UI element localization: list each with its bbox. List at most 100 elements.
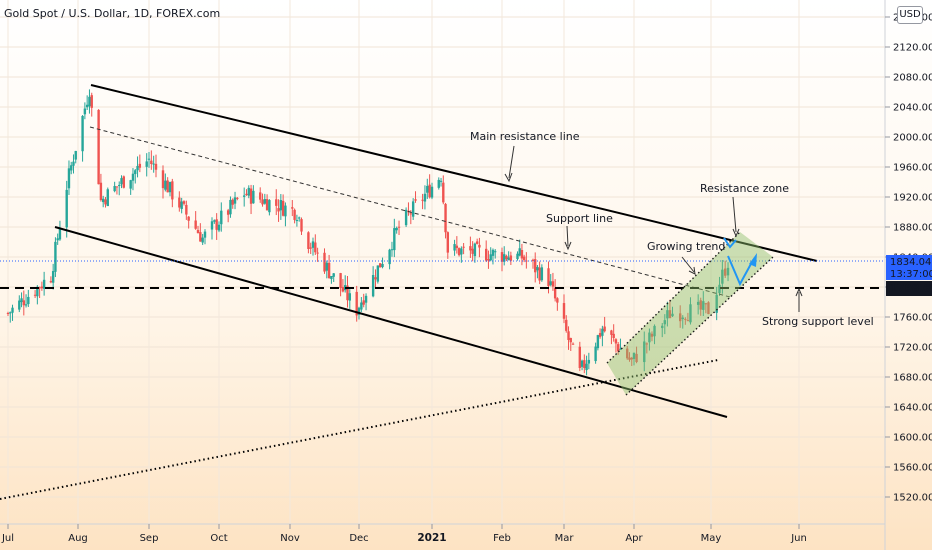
candle-body: [650, 333, 654, 337]
candle-body: [327, 262, 331, 279]
candle-body: [11, 307, 14, 313]
candle-body: [147, 158, 151, 160]
candle-body: [478, 244, 481, 248]
candle-body: [626, 348, 629, 359]
candle-body: [598, 333, 602, 337]
candle-body: [215, 219, 218, 230]
candle-body: [118, 184, 121, 186]
candle-body: [42, 279, 46, 289]
candle-body: [307, 232, 310, 249]
drawings[interactable]: [0, 84, 885, 500]
growing-trend-channel: [607, 232, 773, 395]
currency-button[interactable]: USD: [897, 6, 923, 24]
channel-support-line: [54, 226, 728, 418]
support-line-pointer-head: [564, 241, 572, 251]
candle-body: [518, 248, 521, 256]
candle-body: [439, 180, 443, 182]
candle-body: [217, 224, 221, 231]
candle-body: [583, 360, 586, 369]
candle-body: [129, 180, 132, 189]
candle-body: [249, 188, 253, 204]
candle-body: [252, 190, 255, 204]
candle-body: [437, 179, 440, 188]
candle-body: [355, 291, 358, 316]
candle-body: [265, 199, 269, 211]
candle-body: [538, 267, 541, 281]
candle-body: [58, 228, 62, 240]
growing-trend-annotation: Growing trend: [647, 240, 725, 253]
candle-body: [122, 176, 126, 188]
candle-body: [36, 286, 39, 297]
current-price-value: 1834.04: [890, 257, 931, 268]
candle-body: [475, 241, 479, 244]
candle-body: [556, 298, 559, 303]
candle-body: [668, 310, 672, 319]
resistance-zone-annotation: Resistance zone: [700, 182, 789, 195]
long-term-dotted-trendline: [0, 359, 719, 500]
candle-body: [245, 193, 248, 195]
candle-body: [182, 201, 186, 204]
candle-body: [648, 332, 651, 343]
price-tick-label: 1520.00: [893, 493, 932, 504]
candle-body: [295, 219, 299, 222]
candle-body: [653, 325, 656, 337]
candle-body: [516, 253, 519, 260]
candle-body: [210, 221, 214, 230]
candle-body: [643, 341, 646, 363]
candles: [6, 89, 730, 376]
candle-body: [360, 302, 363, 310]
candle-body: [74, 150, 77, 160]
price-tick-label: 2080.00: [893, 73, 932, 84]
candle-body: [279, 200, 283, 211]
support-price-label: 1798.62: [886, 281, 932, 296]
candle-body: [113, 186, 116, 192]
candle-body: [522, 256, 526, 261]
candle-body: [49, 281, 53, 283]
candle-body: [430, 186, 434, 198]
candle-body: [293, 209, 296, 220]
candle-body: [339, 273, 342, 289]
candle-body: [505, 255, 508, 260]
candle-body: [185, 204, 188, 215]
candle-body: [54, 241, 57, 272]
price-tick-label: 1680.00: [893, 373, 932, 384]
price-tick-label: 1600.00: [893, 433, 932, 444]
candle-body: [473, 243, 477, 257]
candle-body: [715, 294, 718, 313]
candle-body: [168, 182, 172, 193]
candle-body: [364, 295, 368, 303]
candle-body: [115, 186, 119, 188]
candle-body: [166, 180, 169, 193]
candle-body: [404, 209, 408, 226]
candle-body: [261, 199, 264, 205]
candle-body: [567, 331, 570, 340]
channel-lower-line: [625, 256, 774, 396]
time-axis[interactable]: Jul Aug Sep Oct Nov Dec 2021 Feb Mar Apr May Jun: [1, 524, 807, 544]
candle-body: [426, 185, 429, 193]
candle-body: [291, 207, 294, 209]
candle-body: [601, 328, 604, 336]
strong-support-annotation: Strong support level: [762, 315, 874, 328]
candle-body: [381, 264, 384, 268]
candle-body: [442, 182, 445, 203]
candle-body: [323, 252, 326, 272]
candle-body: [509, 255, 513, 261]
candle-body: [610, 330, 613, 335]
candle-body: [314, 242, 317, 253]
candle-body: [699, 300, 702, 310]
candle-body: [27, 296, 30, 305]
candle-body: [332, 273, 335, 277]
candle-body: [138, 163, 142, 168]
candle-body: [578, 346, 582, 369]
candle-body: [362, 300, 365, 305]
candle-body: [330, 275, 333, 280]
candle-body: [9, 312, 12, 314]
candle-body: [587, 359, 591, 364]
candle-body: [491, 249, 495, 256]
candle-body: [161, 170, 165, 189]
time-tick-label: Nov: [280, 533, 300, 544]
candle-body: [666, 310, 669, 319]
candle-body: [145, 161, 148, 167]
